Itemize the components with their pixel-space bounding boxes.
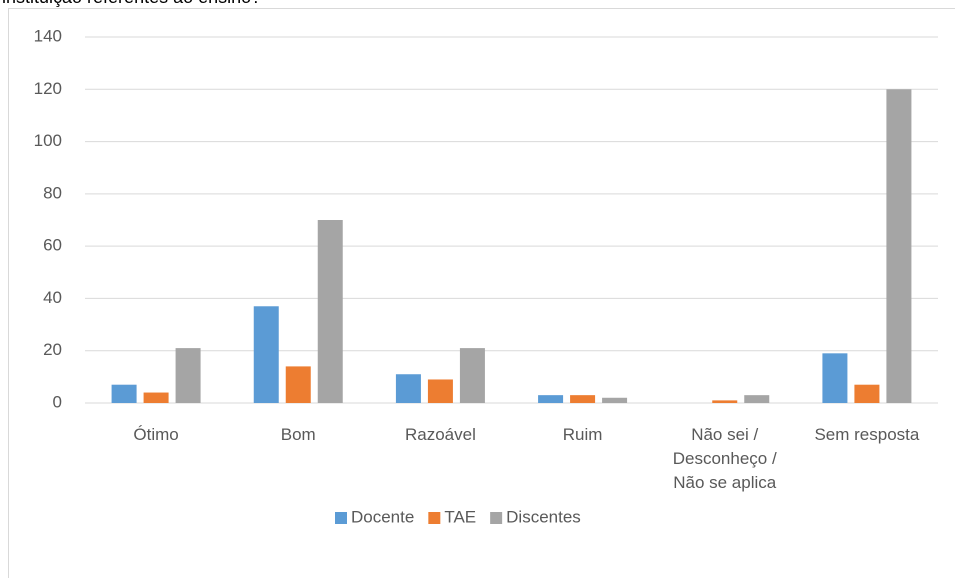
y-tick-label: 100 bbox=[34, 131, 62, 150]
bar bbox=[285, 366, 311, 403]
legend-label: Discentes bbox=[506, 507, 581, 526]
legend-swatch bbox=[428, 512, 441, 524]
legend-swatch bbox=[335, 512, 347, 524]
chart-frame bbox=[8, 8, 955, 578]
x-tick-label: Ruim bbox=[562, 425, 603, 444]
legend-swatch bbox=[490, 512, 503, 524]
chart-title: instituição referentes ao ensino? bbox=[2, 0, 261, 8]
x-tick-label: Bom bbox=[280, 425, 316, 444]
x-tick-label: Sem resposta bbox=[814, 425, 920, 444]
bar bbox=[744, 395, 770, 403]
bar bbox=[570, 395, 596, 403]
bar bbox=[427, 379, 453, 403]
bar bbox=[854, 384, 880, 403]
x-tick-label: Não sei / Desconheço / Não se aplica bbox=[672, 425, 777, 492]
y-tick-label: 140 bbox=[34, 26, 62, 45]
legend-label: Docente bbox=[351, 507, 414, 526]
y-tick-label: 0 bbox=[53, 392, 62, 411]
bar bbox=[395, 374, 421, 403]
x-tick-label: Ótimo bbox=[133, 425, 179, 444]
bar bbox=[143, 392, 169, 403]
bar bbox=[712, 400, 738, 403]
bar bbox=[822, 353, 848, 403]
bar bbox=[538, 395, 564, 403]
x-tick-label: Razoável bbox=[404, 425, 476, 444]
bar bbox=[886, 89, 912, 404]
bar bbox=[111, 384, 137, 403]
bar bbox=[602, 397, 628, 403]
y-tick-label: 80 bbox=[43, 183, 62, 202]
bar bbox=[253, 306, 279, 403]
y-tick-label: 120 bbox=[34, 79, 62, 98]
bar bbox=[175, 348, 201, 403]
y-tick-label: 60 bbox=[43, 236, 62, 255]
y-tick-label: 20 bbox=[43, 340, 62, 359]
y-tick-label: 40 bbox=[43, 288, 62, 307]
bar bbox=[317, 220, 343, 403]
bar bbox=[459, 348, 485, 403]
legend-label: TAE bbox=[444, 507, 476, 526]
